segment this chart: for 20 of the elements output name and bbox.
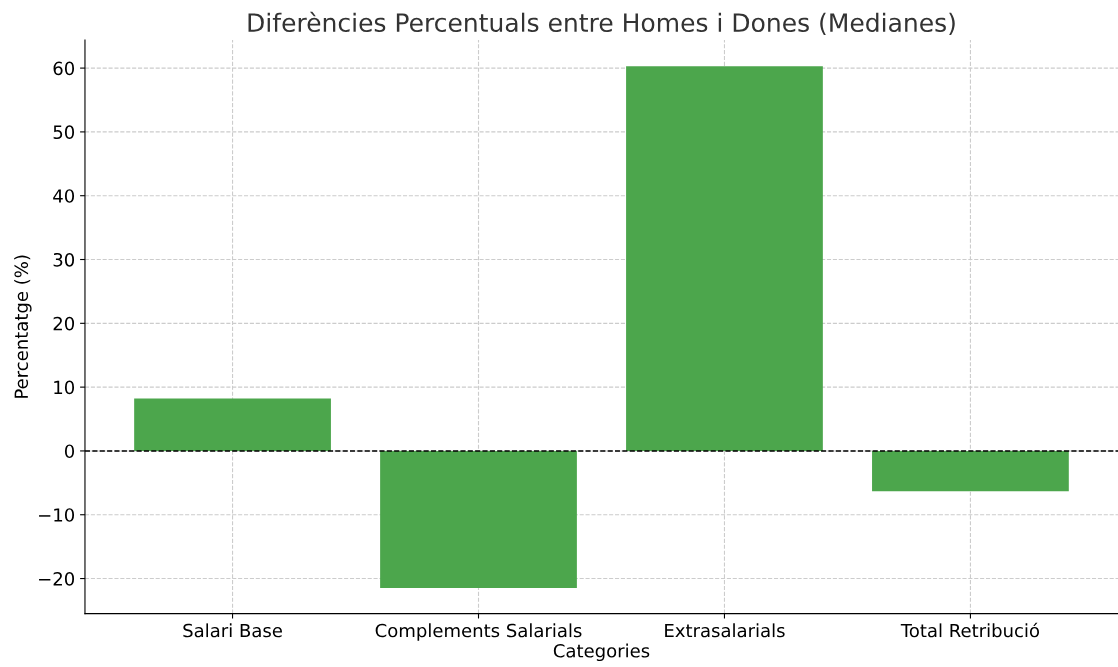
bar (626, 66, 823, 451)
y-tick-label: 30 (53, 252, 75, 267)
bar (872, 450, 1069, 492)
x-tick-label: Extrasalarials (665, 623, 785, 638)
y-tick-label: 60 (53, 61, 75, 76)
x-axis-title: Categories (553, 643, 650, 662)
y-tick-label: 20 (53, 316, 75, 331)
x-tick-label: Complements Salarials (375, 623, 582, 641)
chart-title: Diferències Percentuals entre Homes i Dones (Medianes) (248, 11, 955, 35)
bar (380, 450, 577, 589)
y-tick-label: −10 (39, 508, 75, 522)
y-axis-title: Percentatge (%) (14, 255, 32, 398)
x-tick-label: Salari Base (183, 623, 282, 638)
bar (134, 398, 331, 451)
x-tick-label: Total Retribució (900, 622, 1040, 638)
y-tick-label: 0 (64, 444, 75, 459)
y-tick-label: 50 (53, 125, 75, 140)
y-tick-label: 10 (54, 380, 75, 395)
y-tick-label: −20 (39, 572, 75, 586)
y-tick-label: 40 (53, 189, 75, 203)
